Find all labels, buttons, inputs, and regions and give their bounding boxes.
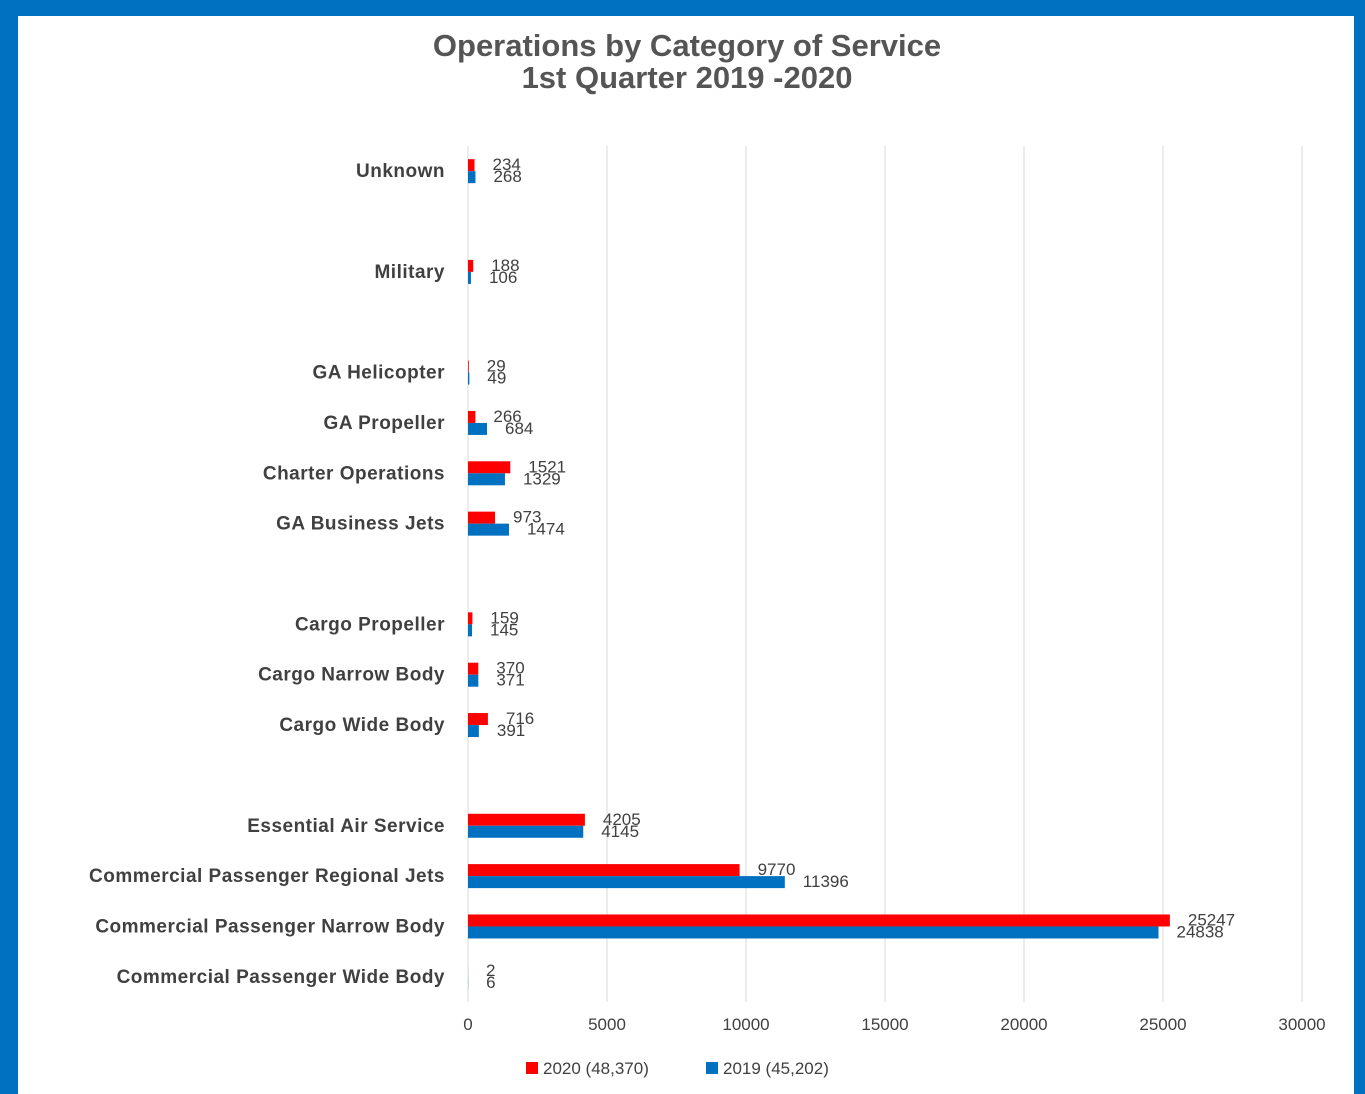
legend-swatch-2020 — [526, 1062, 538, 1074]
category-label: Commercial Passenger Wide Body — [117, 967, 445, 988]
data-label-2019: 371 — [496, 671, 524, 690]
bar-2019 — [468, 725, 479, 738]
gridlines — [467, 146, 1303, 1002]
bar-2020 — [468, 159, 475, 172]
bar-2020 — [468, 360, 469, 373]
data-label-2020: 4205 — [603, 810, 641, 829]
category-label: Commercial Passenger Regional Jets — [89, 866, 445, 887]
category-labels: Unknown Military GA Helicopter GA Propeller… — [89, 161, 445, 988]
x-tick-label: 20000 — [1000, 1015, 1047, 1034]
bar-2020 — [468, 813, 585, 826]
bar-2020 — [468, 914, 1170, 927]
bar-2020 — [468, 259, 474, 272]
data-label-2020: 159 — [490, 608, 518, 627]
category-label: GA Business Jets — [276, 514, 445, 535]
bar-2019 — [468, 271, 471, 284]
category-label: Cargo Narrow Body — [258, 665, 445, 686]
bar-2019 — [468, 422, 488, 435]
legend-label-2020: 2020 (48,370) — [543, 1059, 649, 1078]
bar-2019 — [468, 876, 785, 889]
legend: 2020 (48,370) 2019 (45,202) — [526, 1059, 829, 1078]
bar-2020 — [468, 864, 740, 877]
bar-2020 — [468, 461, 511, 474]
category-label: GA Propeller — [324, 413, 446, 434]
bar-2020 — [468, 662, 479, 675]
category-label: Commercial Passenger Narrow Body — [95, 916, 445, 937]
bar-2020 — [468, 713, 488, 726]
bar-2020 — [468, 612, 473, 625]
category-label: Cargo Propeller — [295, 614, 445, 635]
bar-2019 — [468, 926, 1159, 939]
data-label-2020: 29 — [487, 357, 506, 376]
category-label: Charter Operations — [263, 463, 445, 484]
data-label-2020: 370 — [496, 659, 524, 678]
x-tick-label: 5000 — [588, 1015, 626, 1034]
bar-2020 — [468, 410, 476, 423]
category-label: Cargo Wide Body — [279, 715, 445, 736]
x-tick-label: 15000 — [861, 1015, 908, 1034]
bar-2019 — [468, 372, 470, 385]
bar-2019 — [468, 523, 509, 536]
bar-2020 — [468, 511, 496, 524]
data-label-2019: 268 — [493, 167, 521, 186]
data-label-2020: 188 — [491, 256, 519, 275]
data-label-2019: 24838 — [1176, 922, 1223, 941]
frame-right-edge — [1354, 0, 1365, 1094]
frame-top-edge — [0, 0, 1365, 16]
frame-left-edge — [0, 0, 18, 1094]
bar-2019 — [468, 171, 476, 184]
category-label: Essential Air Service — [247, 816, 445, 837]
data-label-2019: 684 — [505, 419, 533, 438]
data-label-2020: 234 — [493, 155, 521, 174]
bar-2019 — [468, 674, 479, 687]
data-label-2019: 391 — [497, 721, 525, 740]
data-label-2019: 145 — [490, 620, 518, 639]
data-label-2020: 9770 — [758, 860, 796, 879]
bar-2019 — [468, 473, 505, 486]
x-tick-label: 0 — [463, 1015, 472, 1034]
x-axis-ticks: 0 5000 10000 15000 20000 25000 30000 — [463, 1015, 1325, 1034]
chart-title: Operations by Category of Service — [433, 28, 941, 63]
data-label-2019: 11396 — [803, 872, 849, 891]
bars — [468, 159, 1170, 989]
data-label-2019: 49 — [487, 369, 506, 388]
data-label-2020: 716 — [506, 709, 534, 728]
category-label: GA Helicopter — [313, 363, 446, 384]
data-label-2020: 2 — [486, 961, 495, 980]
category-label: Unknown — [356, 161, 445, 182]
data-label-2020: 266 — [493, 407, 521, 426]
x-tick-label: 10000 — [722, 1015, 769, 1034]
data-label-2020: 973 — [513, 508, 541, 527]
data-label-2019: 4145 — [601, 822, 639, 841]
data-label-2020: 1521 — [528, 457, 566, 476]
data-label-2019: 106 — [489, 268, 517, 287]
bar-2019 — [468, 624, 473, 637]
data-label-2019: 6 — [486, 973, 495, 992]
x-tick-label: 30000 — [1278, 1015, 1325, 1034]
legend-swatch-2019 — [706, 1062, 718, 1074]
bar-2019 — [468, 825, 584, 838]
category-label: Military — [374, 262, 445, 283]
legend-label-2019: 2019 (45,202) — [723, 1059, 829, 1078]
x-tick-label: 25000 — [1139, 1015, 1186, 1034]
data-label-2019: 1329 — [523, 469, 561, 488]
data-label-2019: 1474 — [527, 520, 565, 539]
data-label-2020: 25247 — [1188, 910, 1235, 929]
chart-subtitle: 1st Quarter 2019 -2020 — [522, 60, 853, 95]
